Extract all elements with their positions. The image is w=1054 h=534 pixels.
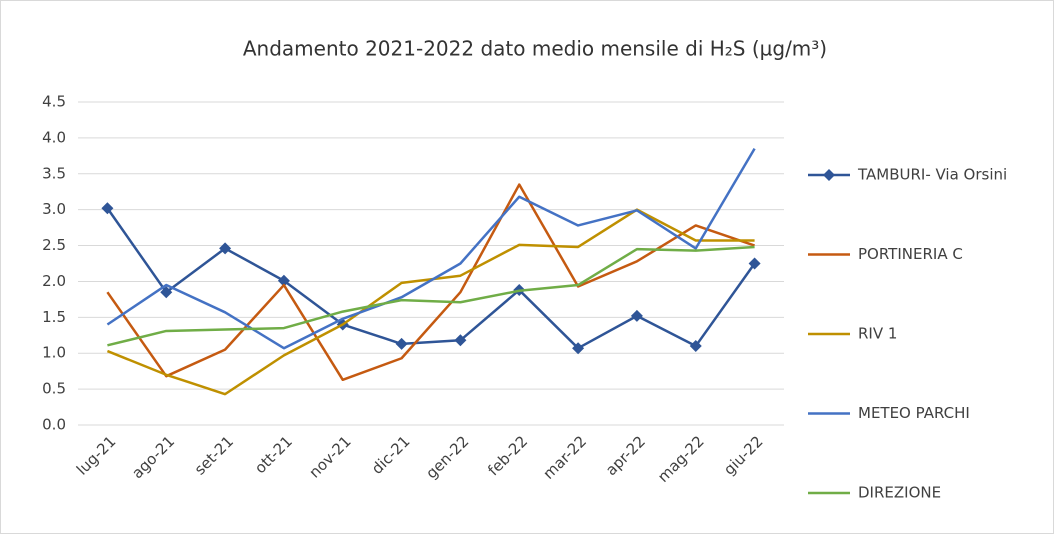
data-point [395,337,408,350]
legend-label: DIREZIONE [858,484,941,502]
data-point [160,286,173,299]
data-point [454,334,467,347]
y-tick-label: 4.0 [42,128,66,146]
y-tick-label: 1.0 [42,344,66,362]
y-tick-label: 4.5 [42,93,66,111]
data-point [219,242,232,255]
y-tick-label: 0.0 [42,416,66,434]
data-point [572,342,585,355]
chart-title: Andamento 2021-2022 dato medio mensile d… [243,37,827,61]
series-line [106,207,756,350]
data-point [277,274,290,287]
legend-marker [823,169,835,181]
legend-label: RIV 1 [858,325,897,343]
y-tick-label: 1.5 [42,308,66,326]
data-point [630,309,643,322]
series-line [107,245,755,347]
legend-label: PORTINERIA C [858,245,963,263]
data-point [748,257,761,270]
y-tick-label: 3.5 [42,164,66,182]
y-tick-label: 3.0 [42,200,66,218]
data-point [101,202,114,215]
series-line [106,148,756,350]
series-line [106,183,755,382]
y-tick-label: 0.5 [42,380,66,398]
y-tick-label: 2.5 [42,236,66,254]
legend-label: METEO PARCHI [858,404,970,422]
y-tick-label: 2.0 [42,272,66,290]
data-point [689,340,702,353]
legend-label: TAMBURI- Via Orsini [857,166,1007,184]
